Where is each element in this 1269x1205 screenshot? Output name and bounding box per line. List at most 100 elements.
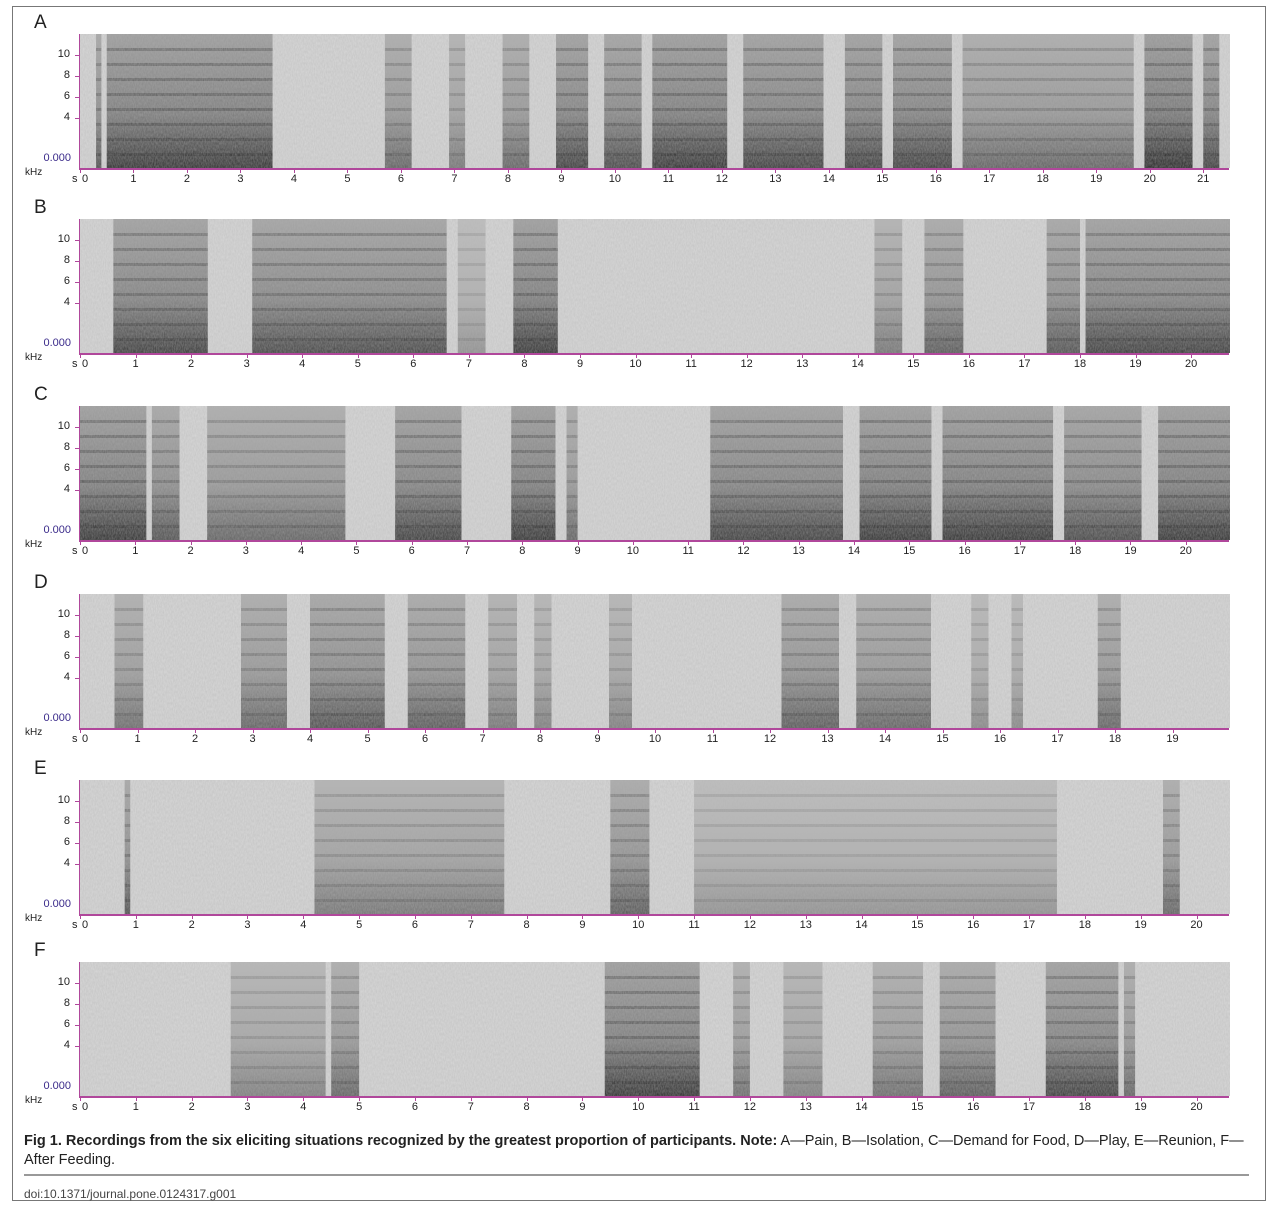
x-tick-label: 14 bbox=[822, 173, 835, 185]
x-tick-label: 14 bbox=[851, 358, 864, 370]
x-tick-label: 0 bbox=[81, 358, 89, 370]
spectrogram-image bbox=[80, 780, 1230, 914]
x-tick-label: 2 bbox=[188, 358, 195, 370]
x-tick-mark bbox=[989, 169, 991, 173]
x-tick-mark bbox=[712, 729, 714, 733]
x-tick-mark bbox=[973, 915, 975, 919]
x-unit-prefix: s bbox=[72, 1101, 78, 1113]
y-tick-mark bbox=[75, 678, 79, 679]
x-axis-line bbox=[79, 728, 1229, 730]
y-tick-label: 8 bbox=[63, 441, 70, 453]
x-tick-label: 16 bbox=[967, 919, 980, 931]
x-tick-mark bbox=[917, 915, 919, 919]
x-unit-prefix: s bbox=[72, 545, 78, 557]
x-tick-label: 6 bbox=[421, 733, 429, 745]
x-tick-mark bbox=[885, 729, 886, 733]
y-tick-label: 8 bbox=[63, 629, 70, 641]
y-unit-label: kHz bbox=[25, 539, 43, 550]
y-tick-label: 4 bbox=[63, 671, 70, 683]
y-tick-mark bbox=[75, 76, 79, 77]
x-tick-mark bbox=[749, 1097, 751, 1101]
panel-a: A 10 8 6 4 0.000 kHz s 0 1 2 3 4 5 6 7 8 9 10 11 12 13 14 15 16 1… bbox=[0, 12, 1269, 197]
x-tick-mark bbox=[540, 729, 541, 733]
x-tick-mark bbox=[561, 169, 563, 173]
y-tick-label: 4 bbox=[63, 111, 70, 123]
x-tick-mark bbox=[467, 541, 469, 545]
y-tick-mark bbox=[75, 822, 79, 823]
caption-divider bbox=[24, 1174, 1249, 1176]
x-tick-label: 0 bbox=[81, 545, 89, 557]
x-tick-label: 19 bbox=[1166, 733, 1179, 745]
x-tick-label: 16 bbox=[958, 545, 971, 557]
x-tick-label: 19 bbox=[1134, 1101, 1147, 1113]
x-tick-label: 15 bbox=[903, 545, 916, 557]
x-tick-mark bbox=[770, 729, 771, 733]
panel-f: F 10 8 6 4 0.000 kHz s 0 1 2 3 4 5 6 7 8 9 10 11 12 13 14 15 16 1… bbox=[0, 940, 1269, 1125]
x-tick-mark bbox=[80, 169, 81, 173]
y-tick-mark bbox=[75, 303, 79, 304]
x-tick-label: 2 bbox=[188, 1101, 195, 1113]
x-tick-mark bbox=[526, 915, 528, 919]
x-tick-label: 15 bbox=[907, 358, 920, 370]
caption-title: Fig 1. Recordings from the six eliciting… bbox=[24, 1133, 778, 1149]
x-tick-mark bbox=[632, 541, 634, 545]
x-tick-mark bbox=[909, 541, 911, 545]
x-tick-mark bbox=[1115, 729, 1116, 733]
y-tick-label: 8 bbox=[63, 254, 70, 266]
y-tick-label: 10 bbox=[57, 976, 70, 988]
x-tick-label: 13 bbox=[792, 545, 805, 557]
x-tick-mark bbox=[655, 729, 656, 733]
x-unit-prefix: s bbox=[72, 733, 78, 745]
x-tick-mark bbox=[614, 169, 616, 173]
x-tick-mark bbox=[245, 541, 247, 545]
x-tick-mark bbox=[968, 354, 970, 358]
x-tick-label: 6 bbox=[410, 358, 417, 370]
x-tick-label: 6 bbox=[411, 1101, 418, 1113]
y-unit-label: kHz bbox=[25, 913, 43, 924]
x-tick-label: 11 bbox=[688, 919, 700, 931]
x-tick-mark bbox=[1024, 354, 1026, 358]
x-tick-label: 2 bbox=[188, 919, 195, 931]
x-tick-label: 6 bbox=[408, 545, 415, 557]
x-tick-mark bbox=[247, 915, 249, 919]
x-tick-mark bbox=[310, 729, 311, 733]
x-tick-mark bbox=[861, 1097, 863, 1101]
x-tick-label: 18 bbox=[1073, 358, 1087, 370]
y-tick-label: 8 bbox=[63, 997, 70, 1009]
x-tick-label: 6 bbox=[411, 919, 418, 931]
x-tick-label: 11 bbox=[682, 545, 694, 557]
x-tick-mark bbox=[80, 541, 81, 545]
x-tick-mark bbox=[293, 169, 295, 173]
y-tick-mark bbox=[75, 427, 79, 428]
x-tick-label: 4 bbox=[298, 545, 305, 557]
x-axis-line bbox=[79, 168, 1229, 170]
x-tick-mark bbox=[694, 1097, 696, 1101]
y-tick-mark bbox=[75, 983, 79, 984]
y-tick-mark bbox=[75, 801, 79, 802]
x-tick-mark bbox=[1080, 354, 1081, 358]
x-tick-mark bbox=[359, 1097, 361, 1101]
x-tick-label: 1 bbox=[130, 173, 137, 185]
y-tick-label: 10 bbox=[57, 420, 70, 432]
x-tick-mark bbox=[414, 915, 416, 919]
x-tick-mark bbox=[302, 354, 304, 358]
x-tick-label: 11 bbox=[688, 1101, 700, 1113]
x-tick-mark bbox=[135, 354, 137, 358]
x-tick-mark bbox=[828, 169, 830, 173]
x-tick-label: 10 bbox=[632, 919, 645, 931]
y-tick-mark bbox=[75, 1046, 79, 1047]
x-tick-label: 0 bbox=[81, 919, 89, 931]
panel-letter: E bbox=[34, 758, 47, 779]
x-tick-label: 9 bbox=[574, 545, 581, 557]
x-tick-label: 11 bbox=[706, 733, 719, 745]
y-tick-mark bbox=[75, 1025, 79, 1026]
x-tick-label: 12 bbox=[737, 545, 750, 557]
x-tick-label: 5 bbox=[354, 358, 361, 370]
x-tick-label: 14 bbox=[855, 919, 868, 931]
x-tick-mark bbox=[468, 354, 470, 358]
x-tick-label: 7 bbox=[463, 545, 471, 557]
x-tick-mark bbox=[347, 169, 349, 173]
panel-e: E 10 8 6 4 0.000 kHz s 0 1 2 3 4 5 6 7 8 9 10 11 12 13 14 15 16 1… bbox=[0, 758, 1269, 943]
x-tick-label: 0 bbox=[81, 733, 89, 745]
y-tick-mark bbox=[75, 657, 79, 658]
